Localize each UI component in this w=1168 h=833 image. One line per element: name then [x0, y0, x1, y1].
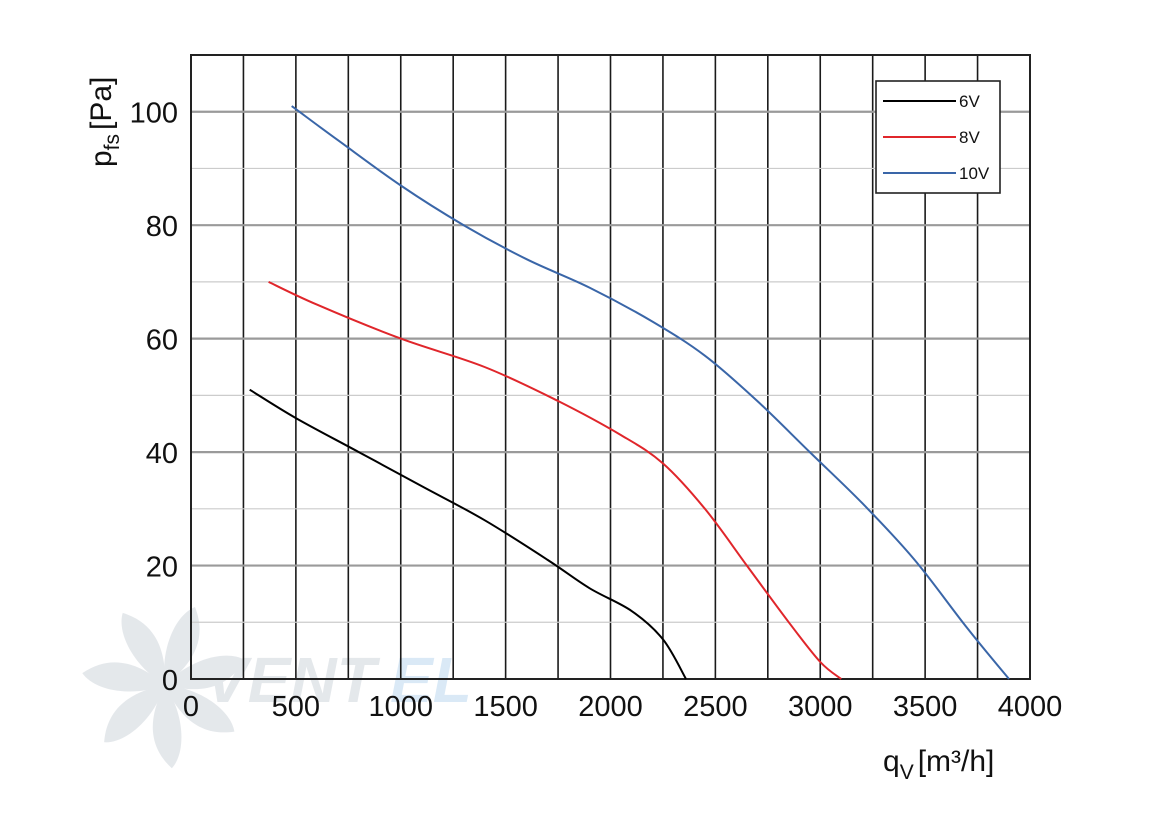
- series-line-6v: [249, 388, 687, 680]
- legend-label: 10V: [959, 164, 990, 183]
- x-tick-label: 3500: [893, 691, 958, 723]
- x-tick-label: 3000: [788, 691, 853, 723]
- x-tick-label: 2500: [683, 691, 748, 723]
- y-axis-label-sub: fs: [101, 134, 124, 150]
- plot-frame: [190, 54, 1031, 680]
- x-tick-label: 1500: [473, 691, 538, 723]
- y-axis-label-unit: [Pa]: [85, 77, 118, 130]
- x-tick-label: 0: [183, 691, 199, 723]
- series-layer: [249, 105, 1010, 680]
- x-axis-label-sub: V: [900, 761, 914, 784]
- fan-blade-icon: [104, 685, 165, 743]
- x-tick-label: 2000: [578, 691, 643, 723]
- y-axis-label-main: p: [85, 150, 118, 167]
- x-tick-labels: 0 500 1000 1500 2000 2500 3000 3500 4000: [183, 691, 1062, 723]
- y-tick-label: 20: [146, 552, 178, 584]
- fan-logo-icon: [82, 607, 245, 769]
- y-axis-label: pfs [Pa]: [85, 77, 124, 167]
- y-tick-label: 80: [146, 211, 178, 243]
- y-tick-label: 0: [162, 665, 178, 697]
- series-line-10v: [291, 105, 1010, 680]
- fan-blade-icon: [165, 655, 245, 690]
- x-axis-label-main: q: [883, 745, 900, 778]
- fan-blade-icon: [152, 685, 182, 769]
- x-axis-label: qV [m³/h]: [883, 745, 994, 784]
- x-tick-label: 1000: [368, 691, 433, 723]
- grid: [191, 55, 1030, 679]
- fan-blade-icon: [82, 662, 165, 692]
- y-tick-labels: 0 20 40 60 80 100: [130, 98, 178, 697]
- y-tick-label: 100: [130, 98, 178, 130]
- ventel-watermark: VENT EL: [82, 607, 472, 769]
- fan-blade-icon: [165, 685, 235, 733]
- series-line-8v: [268, 280, 842, 680]
- legend-label: 8V: [959, 128, 980, 147]
- x-tick-label: 4000: [998, 691, 1063, 723]
- fan-blade-icon: [121, 612, 166, 685]
- y-tick-label: 60: [146, 325, 178, 357]
- y-tick-label: 40: [146, 438, 178, 470]
- x-tick-label: 500: [272, 691, 320, 723]
- x-axis-label-unit: [m³/h]: [918, 745, 995, 778]
- legend: 6V 8V 10V: [875, 80, 1001, 194]
- legend-label: 6V: [959, 92, 980, 111]
